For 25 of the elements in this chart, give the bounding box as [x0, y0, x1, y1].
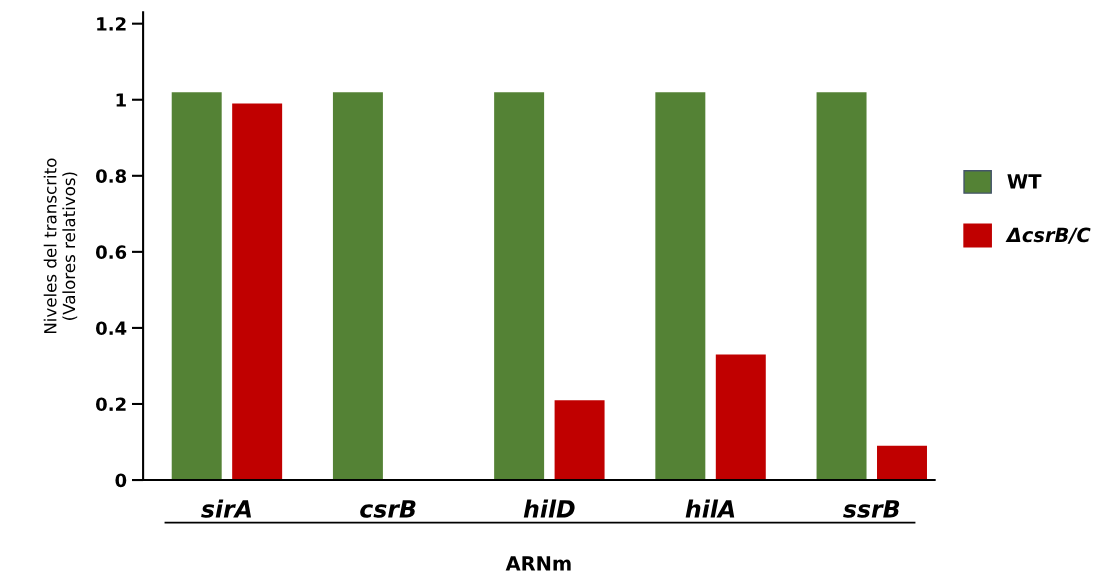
y-axis-title: Niveles del transcrito (Valores relativos)	[43, 158, 78, 334]
y-tick-label: 1.2	[97, 17, 126, 31]
x-axis-title: ARNm	[505, 556, 571, 571]
bar	[332, 92, 383, 481]
x-tick-label: sirA	[201, 499, 252, 518]
bar	[715, 354, 766, 481]
bar	[554, 400, 605, 481]
x-tick-label: csrB	[360, 500, 416, 518]
bar	[655, 92, 706, 481]
y-tick-label: 0.2	[96, 397, 126, 412]
x-tick-label: hilA	[685, 499, 735, 518]
legend-label: ΔcsrB/C	[1005, 227, 1091, 244]
y-tick-label: 0.4	[96, 321, 127, 336]
bar	[232, 103, 283, 481]
y-tick-label: 0.8	[96, 169, 127, 183]
y-tick-label: 1	[116, 93, 126, 107]
x-tick-label: ssrB	[843, 500, 900, 518]
x-tick-label: hilD	[523, 499, 575, 518]
y-tick-label: 0.6	[96, 245, 127, 259]
bar	[816, 92, 867, 481]
legend-label: WT	[1007, 174, 1042, 189]
y-tick-label: 0	[115, 473, 127, 488]
bar	[494, 92, 545, 481]
bar	[171, 92, 222, 481]
bar	[877, 445, 927, 481]
